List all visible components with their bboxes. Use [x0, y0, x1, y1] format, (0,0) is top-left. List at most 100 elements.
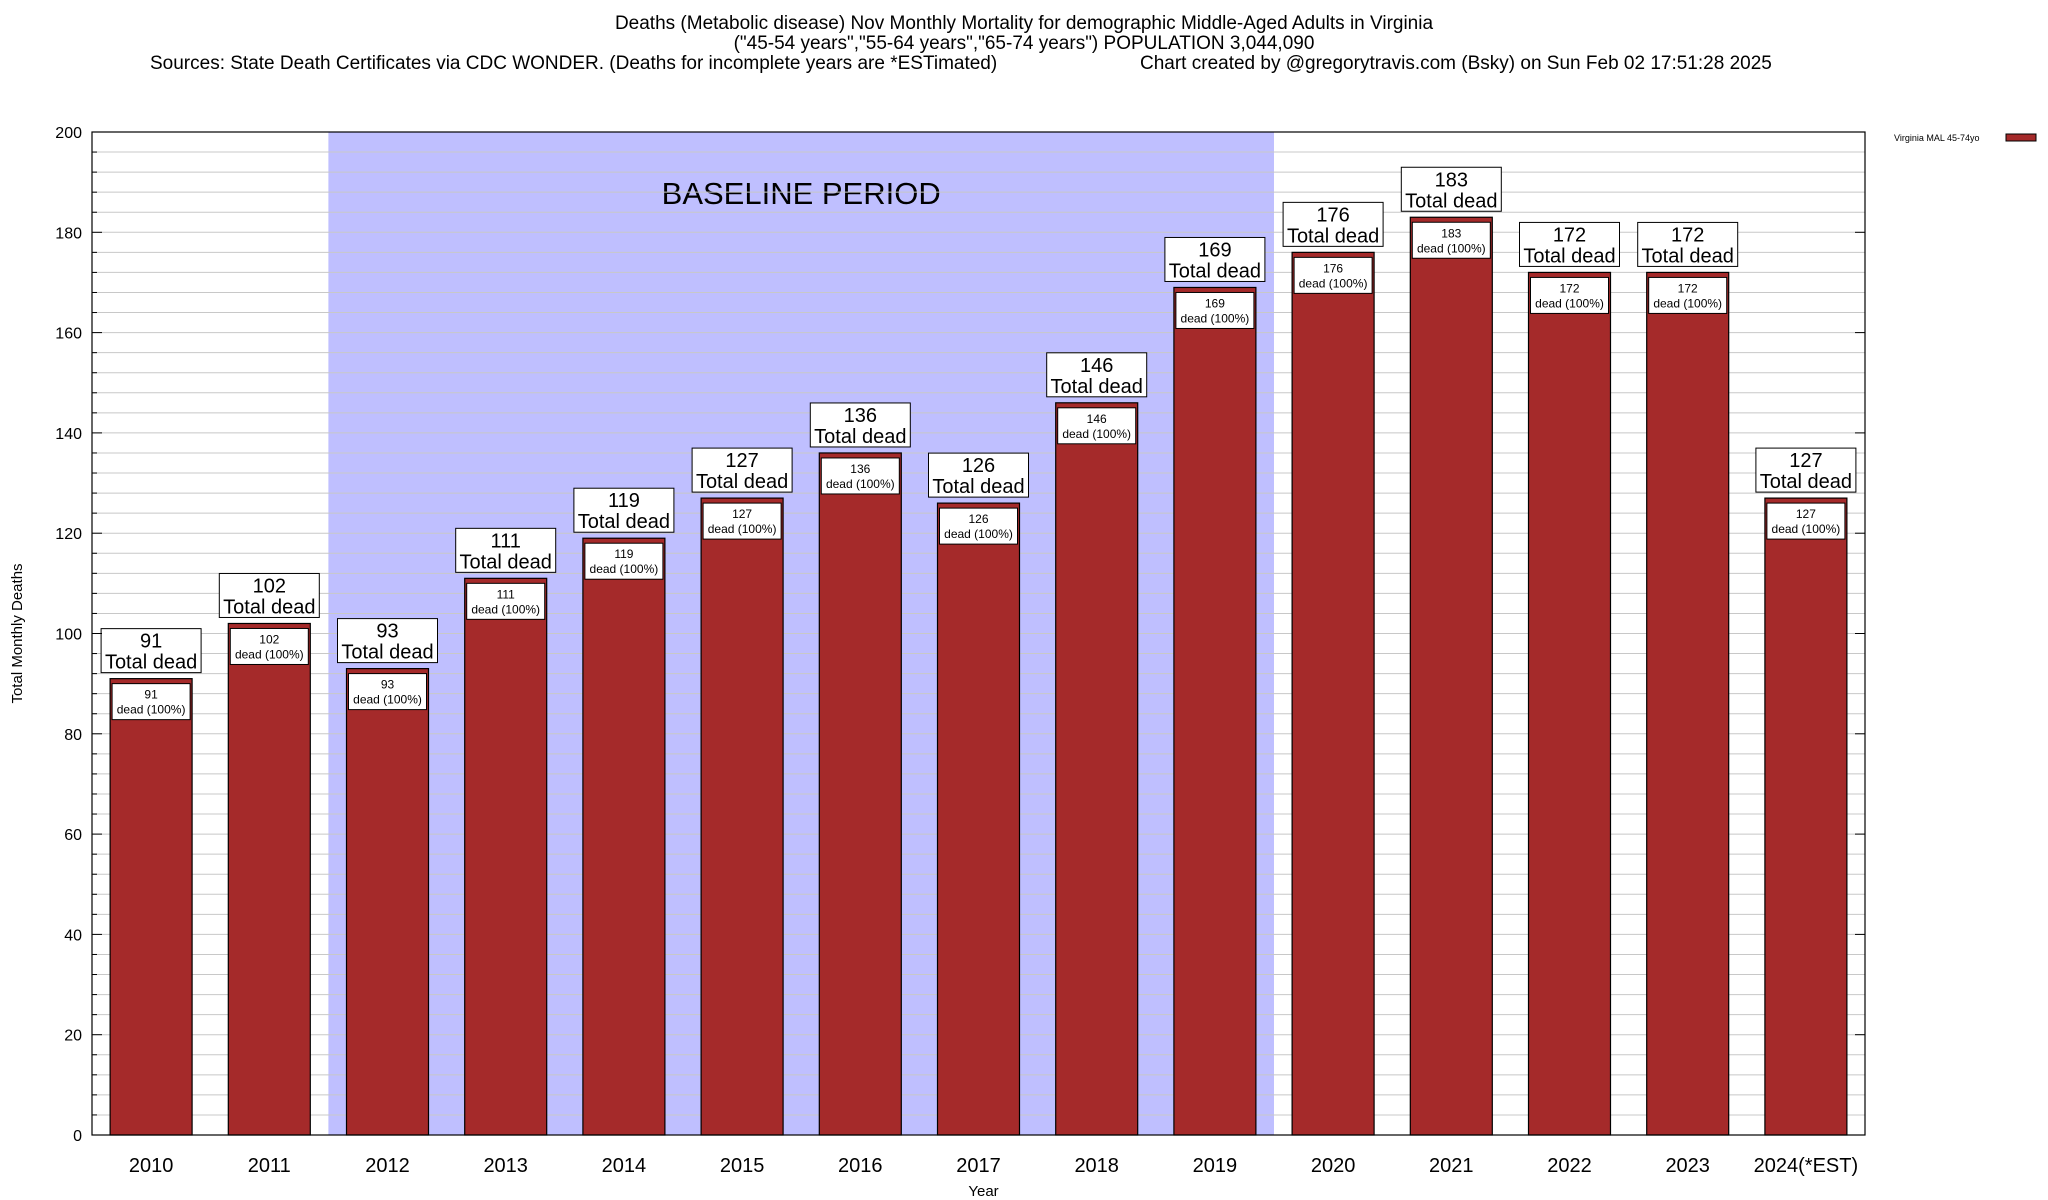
- inner-value-label: 111: [497, 587, 516, 601]
- x-axis-label: Year: [968, 1183, 998, 1200]
- y-tick-label: 40: [64, 927, 82, 944]
- total-value-label: 172: [1553, 224, 1586, 246]
- total-value-label: 91: [140, 631, 162, 653]
- inner-label-box: [820, 457, 900, 495]
- x-tick-label: 2016: [838, 1155, 883, 1177]
- y-tick-label: 100: [55, 627, 82, 644]
- total-dead-label: Total dead: [1405, 190, 1497, 212]
- inner-label-box: [939, 507, 1018, 545]
- x-tick-label: 2019: [1193, 1155, 1238, 1177]
- inner-dead-label: dead (100%): [1062, 427, 1131, 441]
- total-dead-label: Total dead: [105, 652, 197, 674]
- inner-value-label: 126: [968, 512, 988, 526]
- total-label-box: [1519, 221, 1620, 267]
- inner-label-box: [584, 542, 664, 580]
- total-value-label: 146: [1080, 355, 1113, 377]
- total-dead-label: Total dead: [1051, 376, 1143, 398]
- inner-value-label: 136: [850, 462, 870, 476]
- inner-dead-label: dead (100%): [1653, 296, 1722, 310]
- total-label-box: [1282, 201, 1384, 247]
- baseline-period-label: BASELINE PERIOD: [662, 176, 941, 211]
- inner-value-label: 169: [1205, 296, 1225, 310]
- total-dead-label: Total dead: [696, 471, 788, 493]
- inner-dead-label: dead (100%): [944, 527, 1013, 541]
- total-dead-label: Total dead: [1169, 260, 1261, 282]
- inner-dead-label: dead (100%): [1772, 522, 1841, 536]
- inner-dead-label: dead (100%): [1417, 241, 1486, 255]
- inner-label-box: [229, 627, 309, 665]
- inner-value-label: 176: [1323, 261, 1343, 275]
- total-dead-label: Total dead: [814, 426, 906, 448]
- inner-dead-label: dead (100%): [1299, 276, 1368, 290]
- total-label-box: [1755, 447, 1857, 493]
- bar: [700, 497, 784, 1136]
- y-tick-label: 160: [55, 326, 82, 343]
- bar: [1409, 216, 1493, 1136]
- bar: [1646, 271, 1730, 1136]
- bar: [818, 452, 902, 1136]
- inner-label-box: [702, 502, 782, 540]
- total-label-box: [100, 628, 202, 674]
- total-dead-label: Total dead: [578, 511, 670, 533]
- inner-dead-label: dead (100%): [117, 703, 186, 717]
- x-tick-label: 2010: [129, 1155, 174, 1177]
- chart-title: Deaths (Metabolic disease) Nov Monthly M…: [614, 13, 1434, 34]
- bar: [464, 577, 548, 1136]
- total-label-box: [928, 452, 1029, 498]
- total-label-box: [455, 527, 557, 573]
- inner-value-label: 93: [381, 678, 395, 692]
- x-tick-label: 2011: [248, 1155, 291, 1177]
- y-axis-label: Total Monthly Deaths: [9, 563, 26, 703]
- chart-credit: Chart created by @gregorytravis.com (Bsk…: [1140, 53, 1772, 74]
- total-value-label: 93: [376, 621, 398, 643]
- total-value-label: 126: [962, 455, 995, 477]
- total-value-label: 111: [490, 530, 520, 552]
- y-tick-label: 20: [64, 1028, 82, 1045]
- total-value-label: 127: [725, 450, 758, 472]
- total-dead-label: Total dead: [341, 642, 433, 664]
- x-tick-label: 2022: [1547, 1155, 1592, 1177]
- inner-label-box: [1766, 502, 1846, 540]
- x-tick-label: 2014: [602, 1155, 647, 1177]
- bar: [1291, 251, 1375, 1136]
- total-dead-label: Total dead: [1287, 225, 1379, 247]
- y-tick-label: 140: [55, 426, 82, 443]
- inner-value-label: 102: [259, 632, 279, 646]
- inner-value-label: 119: [614, 547, 633, 561]
- total-label-box: [809, 402, 911, 448]
- inner-dead-label: dead (100%): [471, 602, 540, 616]
- inner-label-box: [1293, 256, 1373, 294]
- total-label-box: [1400, 166, 1502, 212]
- inner-label-box: [1057, 407, 1137, 445]
- x-tick-label: 2020: [1311, 1155, 1356, 1177]
- inner-label-box: [111, 683, 191, 721]
- inner-dead-label: dead (100%): [1535, 296, 1604, 310]
- x-tick-label: 2018: [1074, 1155, 1119, 1177]
- x-tick-label: 2013: [483, 1155, 528, 1177]
- bar: [109, 678, 193, 1136]
- total-value-label: 183: [1435, 169, 1468, 191]
- inner-dead-label: dead (100%): [1181, 311, 1250, 325]
- chart-sources: Sources: State Death Certificates via CD…: [150, 53, 998, 74]
- inner-value-label: 127: [732, 507, 752, 521]
- inner-value-label: 127: [1796, 507, 1816, 521]
- inner-label-box: [466, 582, 546, 620]
- bar: [1527, 271, 1612, 1136]
- inner-label-box: [1175, 291, 1255, 329]
- inner-dead-label: dead (100%): [826, 477, 895, 491]
- bar: [936, 502, 1021, 1136]
- bar: [227, 622, 311, 1136]
- total-dead-label: Total dead: [1642, 245, 1734, 267]
- total-label-box: [691, 447, 793, 493]
